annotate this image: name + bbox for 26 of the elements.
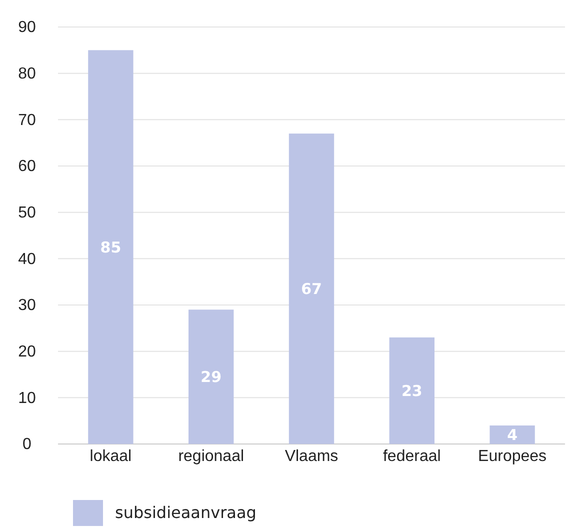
- x-tick-label: federaal: [382, 448, 441, 465]
- data-label: 23: [401, 382, 422, 400]
- data-label: 4: [507, 426, 518, 444]
- y-tick-label: 90: [18, 19, 36, 36]
- y-tick-label: 60: [18, 158, 36, 176]
- y-tick-label: 10: [18, 390, 36, 407]
- y-tick-label: 0: [22, 436, 32, 454]
- y-tick-label: 70: [18, 112, 36, 129]
- y-tick-label: 30: [18, 297, 36, 314]
- data-label: 29: [200, 368, 222, 386]
- bar: [288, 134, 334, 444]
- y-tick-label: 20: [18, 343, 36, 360]
- y-tick-label: 50: [18, 204, 36, 222]
- data-label: 85: [100, 238, 122, 256]
- data-label: 67: [301, 280, 322, 298]
- x-tick-label: regionaal: [178, 448, 244, 465]
- bar: [490, 425, 535, 444]
- bar: [88, 50, 134, 444]
- bar: [389, 337, 434, 444]
- x-tick-label: lokaal: [90, 448, 132, 465]
- legend-label: subsidieaanvraag: [115, 503, 256, 522]
- x-tick-label: Europees: [478, 448, 547, 465]
- x-tick-label: Vlaams: [284, 448, 338, 465]
- bar: [188, 310, 234, 444]
- y-tick-label: 80: [18, 65, 36, 82]
- y-tick-label: 40: [18, 250, 36, 268]
